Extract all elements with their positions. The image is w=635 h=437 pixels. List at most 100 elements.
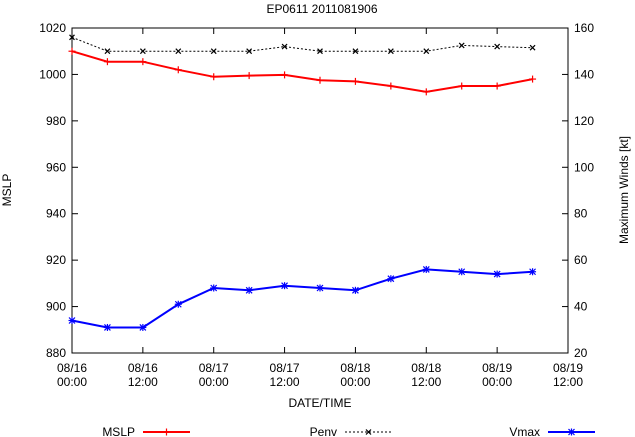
- x-tick-label-date: 08/17: [199, 361, 229, 375]
- x-tick-label-time: 12:00: [270, 375, 300, 389]
- series-line-penv: [71, 36, 533, 52]
- data-point: [68, 47, 76, 55]
- data-point: [352, 48, 359, 55]
- data-point: [493, 270, 501, 278]
- x-tick-label-time: 00:00: [199, 375, 229, 389]
- data-point: [422, 88, 430, 96]
- series-mslp: [68, 47, 537, 96]
- x-tick-label-date: 08/16: [128, 361, 158, 375]
- x-tick-label-date: 08/16: [57, 361, 87, 375]
- x-tick-label-date: 08/18: [411, 361, 441, 375]
- y-tick-label: 1020: [39, 21, 66, 35]
- y-tick-label: 960: [46, 160, 66, 174]
- x-tick-label-date: 08/19: [482, 361, 512, 375]
- data-point: [316, 76, 324, 84]
- y2-tick-label: 160: [574, 21, 594, 35]
- y-tick-label: 1000: [39, 67, 66, 81]
- x-tick-label-time: 00:00: [482, 375, 512, 389]
- y2-tick-label: 60: [574, 253, 588, 267]
- data-point: [317, 48, 323, 55]
- data-point: [245, 286, 253, 294]
- data-point: [210, 48, 217, 55]
- legend-swatch-marker: [568, 428, 575, 436]
- legend-swatch-marker: [163, 428, 170, 436]
- y-tick-label: 940: [46, 207, 66, 221]
- x-tick-label-time: 00:00: [340, 375, 370, 389]
- data-point: [529, 75, 537, 83]
- y-axis-label: MSLP: [0, 174, 14, 207]
- data-point: [422, 265, 430, 273]
- data-point: [281, 71, 289, 79]
- data-point: [529, 268, 537, 276]
- x-axis-ticks: 08/1600:0008/1612:0008/1700:0008/1712:00…: [57, 28, 583, 389]
- data-point: [103, 58, 111, 66]
- y-tick-label: 920: [46, 253, 66, 267]
- data-point: [458, 82, 466, 90]
- data-point: [351, 286, 359, 294]
- data-point: [104, 48, 111, 55]
- data-point: [68, 317, 76, 324]
- series-line-mslp: [71, 50, 533, 93]
- data-point: [281, 282, 289, 290]
- y2-tick-label: 80: [574, 207, 588, 221]
- y-tick-label: 900: [46, 300, 66, 314]
- legend-item-penv: Penv: [310, 425, 392, 437]
- plot-area: 880 900 920 940 960 980 1000 1020 20 40 60 80 100 12…: [39, 21, 594, 389]
- data-point: [174, 66, 182, 74]
- y-axis-ticks: 880 900 920 940 960 980 1000 1020: [39, 21, 568, 360]
- data-point: [139, 58, 147, 66]
- x-tick-label-time: 12:00: [128, 375, 158, 389]
- data-point: [210, 73, 218, 81]
- legend-label: MSLP: [102, 425, 135, 437]
- data-point: [246, 48, 253, 55]
- x-tick-label-time: 00:00: [57, 375, 87, 389]
- y2-axis-ticks: 20 40 60 80 100 120 140 160: [574, 21, 594, 360]
- series-line-vmax: [71, 268, 533, 329]
- y-tick-label: 980: [46, 114, 66, 128]
- x-tick-label-time: 12:00: [411, 375, 441, 389]
- data-point: [103, 323, 111, 331]
- data-point: [529, 44, 536, 51]
- data-point: [493, 82, 501, 90]
- data-point: [423, 48, 430, 55]
- legend-item-mslp: MSLP: [102, 425, 190, 437]
- data-point: [174, 300, 182, 308]
- y-tick-label: 880: [46, 346, 66, 360]
- y2-tick-label: 20: [574, 346, 588, 360]
- data-point: [245, 72, 253, 80]
- data-point: [210, 284, 218, 292]
- x-tick-label-date: 08/19: [553, 361, 583, 375]
- data-point: [387, 48, 394, 55]
- y2-tick-label: 120: [574, 114, 594, 128]
- data-point: [351, 77, 359, 85]
- chart-title: EP0611 2011081906: [267, 2, 378, 16]
- data-point: [175, 48, 182, 55]
- x-axis-label: DATE/TIME: [288, 396, 351, 410]
- legend-swatch-marker: [365, 429, 372, 435]
- x-tick-label-time: 12:00: [553, 375, 583, 389]
- series-layer: [68, 34, 537, 331]
- data-point: [281, 43, 288, 50]
- legend: MSLP Penv Vmax: [102, 425, 595, 437]
- x-tick-label-date: 08/18: [340, 361, 370, 375]
- data-point: [316, 284, 324, 292]
- legend-label: Vmax: [509, 425, 540, 437]
- series-penv: [69, 34, 536, 55]
- series-vmax: [68, 265, 537, 331]
- y2-tick-label: 100: [574, 160, 594, 174]
- data-point: [387, 275, 395, 283]
- x-tick-label-date: 08/17: [270, 361, 300, 375]
- data-point: [139, 48, 146, 55]
- data-point: [494, 43, 501, 50]
- plot-frame: [71, 27, 569, 354]
- data-point: [458, 42, 465, 49]
- y2-axis-label: Maximum Winds [kt]: [617, 136, 631, 244]
- data-point: [69, 34, 75, 41]
- legend-item-vmax: Vmax: [509, 425, 595, 437]
- legend-label: Penv: [310, 425, 337, 437]
- y2-tick-label: 40: [574, 300, 588, 314]
- y2-tick-label: 140: [574, 67, 594, 81]
- data-point: [458, 268, 466, 276]
- data-point: [387, 82, 395, 90]
